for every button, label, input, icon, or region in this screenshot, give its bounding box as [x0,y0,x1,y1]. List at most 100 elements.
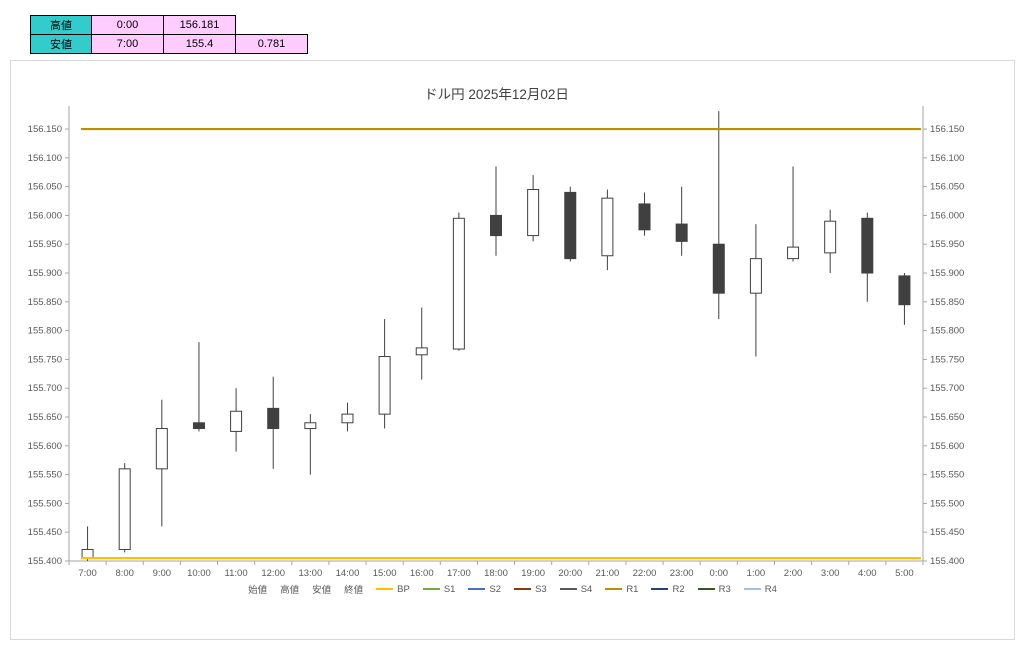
legend-item-S2: S2 [468,584,501,595]
y-axis-label-right: 155.450 [930,527,964,538]
summary-value-cell: 0.781 [235,34,308,54]
x-axis-label: 1:00 [747,568,766,579]
summary-label-cell: 高値 [30,15,92,35]
candle-body-2:00 [787,246,800,260]
candle-body-16:00 [415,347,428,356]
legend-swatch [743,588,761,590]
legend-item-終値: 終値 [344,582,363,596]
y-axis-label-left: 155.600 [28,441,62,452]
y-axis-label-left: 155.500 [28,498,62,509]
summary-value-cell: 0:00 [91,15,164,35]
summary-row: 安値 7:00 155.4 0.781 [30,34,308,54]
legend-item-R1: R1 [605,584,638,595]
legend-swatch [697,588,715,590]
x-axis-label: 20:00 [558,568,582,579]
legend-swatch [514,588,532,590]
y-axis-label-right: 155.850 [930,297,964,308]
y-axis-label-left: 155.800 [28,326,62,337]
x-axis-label: 15:00 [373,568,397,579]
candle-body-17:00 [452,217,465,350]
x-axis-label: 0:00 [710,568,729,579]
x-axis-label: 16:00 [410,568,434,579]
x-axis-label: 22:00 [633,568,657,579]
summary-value-cell: 155.4 [163,34,236,54]
candle-body-11:00 [230,410,243,432]
legend-swatch [422,588,440,590]
x-axis-label: 23:00 [670,568,694,579]
y-axis-label-left: 155.850 [28,297,62,308]
y-axis-label-right: 155.950 [930,239,964,250]
x-axis-label: 10:00 [187,568,211,579]
legend-label: 安値 [312,585,332,596]
legend-label: 終値 [344,585,364,596]
y-axis-label-right: 155.600 [930,441,964,452]
legend-label: 始値 [248,585,268,596]
x-axis-label: 12:00 [261,568,285,579]
y-axis-label-right: 155.400 [930,556,964,567]
candle-body-18:00 [490,214,502,237]
y-axis-label-left: 155.750 [28,354,62,365]
legend-item-S1: S1 [422,584,455,595]
legend-item-R2: R2 [651,583,685,595]
y-axis-label-right: 156.150 [930,124,964,135]
legend-swatch [376,588,394,590]
candlestick-chart: 155.400 155.400 155.450 155.450 155.500 155.5… [28,106,964,579]
y-axis-label-left: 156.050 [28,182,62,193]
legend-swatch [605,588,623,590]
x-axis-label: 11:00 [225,568,248,579]
legend-swatch [559,588,577,590]
legend-swatch [651,588,669,590]
y-axis-label-right: 155.650 [930,412,964,423]
x-axis-label: 21:00 [596,568,620,579]
candle-body-13:00 [304,422,317,430]
y-axis-label-right: 155.750 [930,354,964,365]
x-axis-label: 13:00 [298,568,322,579]
chart-panel: ドル円 2025年12月02日 155.400 155.400 155.450 155… [10,60,1015,640]
y-axis-label-left: 155.700 [28,383,62,394]
x-axis-label: 18:00 [484,568,508,579]
legend-label: R1 [626,583,639,595]
legend-label: R2 [672,583,685,595]
legend-label: R3 [718,583,731,595]
x-axis-label: 7:00 [78,568,97,579]
summary-value-cell: 7:00 [91,34,164,54]
y-axis-label-left: 155.900 [28,268,62,279]
x-axis-label: 3:00 [821,568,840,579]
candle-body-15:00 [378,356,391,415]
candle-body-4:00 [861,217,874,274]
candle-body-9:00 [155,428,168,470]
x-axis-label: 17:00 [447,568,471,579]
x-axis-label: 8:00 [115,568,134,579]
chart-title: ドル円 2025年12月02日 [424,87,569,102]
legend-label: S4 [580,583,593,595]
y-axis-label-right: 155.550 [930,470,964,481]
legend-item-R4: R4 [743,583,777,595]
x-axis-label: 19:00 [521,568,545,579]
legend-label: BP [397,583,410,595]
legend-item-高値: 高値 [280,582,299,596]
x-axis-label: 14:00 [336,568,360,579]
summary-table-body: 高値 0:00 156.181 安値 7:00 155.4 0.781 [30,15,308,54]
candle-body-10:00 [192,422,205,430]
legend-item-BP: BP [376,584,410,595]
candle-body-21:00 [601,197,614,257]
y-axis-label-right: 156.100 [930,153,964,164]
summary-table: 高値 0:00 156.181 安値 7:00 155.4 0.781 [30,15,308,54]
y-axis-label-right: 155.500 [930,498,964,509]
legend-item-S3: S3 [514,584,547,595]
y-axis-label-left: 155.400 [28,556,62,567]
y-axis-label-right: 155.900 [930,268,964,279]
y-axis-label-left: 156.150 [28,124,62,135]
y-axis-label-right: 156.050 [930,182,964,193]
y-axis-label-left: 156.100 [28,153,62,164]
candle-body-5:00 [898,275,911,306]
legend-label: S3 [535,583,547,595]
chart-legend: 始値 高値 安値 終値 BP S1 S2 S3 S4 R1 R2 R3 R4 [11,582,1014,597]
candle-body-23:00 [675,223,688,242]
y-axis-label-left: 155.650 [28,412,62,423]
y-axis-label-left: 155.450 [28,527,62,538]
candle-body-22:00 [638,203,651,231]
y-axis-label-left: 156.000 [28,210,62,221]
candle-body-14:00 [341,413,354,424]
legend-label: R4 [764,583,777,595]
